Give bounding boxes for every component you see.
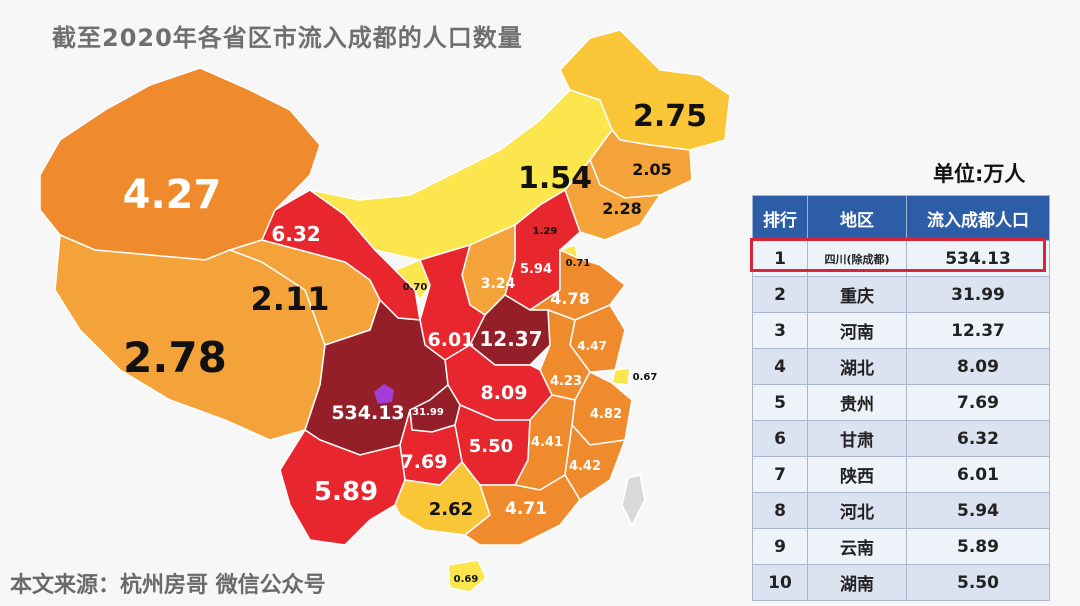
- label-zhejiang: 4.82: [590, 407, 622, 422]
- label-qinghai: 2.11: [251, 280, 330, 318]
- value-cell: 7.69: [906, 384, 1050, 421]
- value-cell: 5.94: [906, 492, 1050, 529]
- table-row: 3 河南 12.37: [752, 312, 1050, 349]
- label-sichuan: 534.13: [331, 402, 404, 424]
- region-cell: 河南: [807, 312, 907, 349]
- label-xizang: 2.78: [123, 333, 227, 382]
- region-cell: 贵州: [807, 384, 907, 421]
- label-anhui: 4.23: [550, 374, 582, 389]
- ranking-table: 排行 地区 流入成都人口 1 四川(除成都) 534.13 2 重庆 31.99…: [752, 195, 1050, 601]
- page-title: 截至2020年各省区市流入成都的人口数量: [52, 24, 523, 52]
- rank-cell: 7: [752, 456, 808, 493]
- rank-cell: 8: [752, 492, 808, 529]
- rank-cell: 10: [752, 564, 808, 601]
- region-yunnan[interactable]: [279, 428, 406, 546]
- region-cell: 河北: [807, 492, 907, 529]
- label-fujian: 4.42: [569, 459, 601, 474]
- label-guizhou: 7.69: [401, 451, 448, 473]
- rank-cell: 9: [752, 528, 808, 565]
- label-liaoning: 2.28: [602, 199, 641, 218]
- region-heilongjiang[interactable]: [559, 29, 731, 151]
- rank-cell: 3: [752, 312, 808, 349]
- label-beijing: 1.29: [533, 226, 558, 237]
- table-row: 6 甘肃 6.32: [752, 420, 1050, 457]
- value-cell: 12.37: [906, 312, 1050, 349]
- rank-cell: 1: [752, 240, 808, 277]
- region-cell: 陕西: [807, 456, 907, 493]
- table-row: 4 湖北 8.09: [752, 348, 1050, 385]
- region-cell: 湖北: [807, 348, 907, 385]
- region-guangdong[interactable]: [463, 473, 581, 546]
- region-cell: 重庆: [807, 276, 907, 313]
- value-cell: 8.09: [906, 348, 1050, 385]
- label-shaanxi: 6.01: [428, 329, 475, 351]
- region-ningxia[interactable]: [393, 259, 431, 302]
- label-henan: 12.37: [479, 327, 542, 351]
- unit-label: 单位:万人: [933, 162, 1026, 186]
- label-yunnan: 5.89: [314, 477, 378, 507]
- chengdu-marker: [374, 384, 394, 404]
- label-jiangxi: 4.41: [531, 435, 563, 450]
- region-cell: 云南: [807, 528, 907, 565]
- region-taiwan: [621, 474, 646, 527]
- label-hubei: 8.09: [481, 382, 528, 404]
- value-cell: 6.01: [906, 456, 1050, 493]
- label-jiangsu: 4.47: [577, 339, 607, 353]
- label-shanghai: 0.67: [633, 372, 658, 383]
- region-cell: 四川(除成都): [807, 240, 907, 277]
- label-neimenggu: 1.54: [518, 161, 592, 196]
- header-value: 流入成都人口: [906, 195, 1050, 241]
- label-ningxia: 0.70: [403, 282, 428, 293]
- value-cell: 5.89: [906, 528, 1050, 565]
- region-hainan[interactable]: [447, 559, 487, 593]
- region-shanghai[interactable]: [611, 367, 631, 386]
- table-row: 8 河北 5.94: [752, 492, 1050, 529]
- rank-cell: 2: [752, 276, 808, 313]
- label-chongqing: 31.99: [412, 407, 444, 418]
- value-cell: 534.13: [906, 240, 1050, 277]
- label-guangxi: 2.62: [429, 499, 473, 520]
- label-tianjin: 0.71: [566, 258, 591, 269]
- rank-cell: 4: [752, 348, 808, 385]
- value-cell: 31.99: [906, 276, 1050, 313]
- source-credit: 本文来源：杭州房哥 微信公众号: [10, 573, 326, 598]
- label-hebei: 5.94: [520, 262, 552, 277]
- header-region: 地区: [807, 195, 907, 241]
- region-cell: 湖南: [807, 564, 907, 601]
- table-row: 1 四川(除成都) 534.13: [752, 240, 1050, 277]
- region-cell: 甘肃: [807, 420, 907, 457]
- label-jilin: 2.05: [632, 160, 671, 179]
- rank-cell: 6: [752, 420, 808, 457]
- label-xinjiang: 4.27: [123, 172, 222, 218]
- table-row: 9 云南 5.89: [752, 528, 1050, 565]
- label-hunan: 5.50: [469, 436, 513, 457]
- rank-cell: 5: [752, 384, 808, 421]
- label-heilongjiang: 2.75: [633, 99, 707, 134]
- label-shandong: 4.78: [550, 289, 589, 308]
- value-cell: 5.50: [906, 564, 1050, 601]
- header-rank: 排行: [752, 195, 808, 241]
- label-shanxi: 3.24: [481, 276, 516, 292]
- label-gansu: 6.32: [271, 222, 320, 246]
- label-hainan: 0.69: [454, 574, 479, 585]
- table-header-row: 排行 地区 流入成都人口: [752, 195, 1050, 241]
- table-row: 2 重庆 31.99: [752, 276, 1050, 313]
- table-row: 10 湖南 5.50: [752, 564, 1050, 601]
- value-cell: 6.32: [906, 420, 1050, 457]
- table-row: 5 贵州 7.69: [752, 384, 1050, 421]
- label-guangdong: 4.71: [505, 499, 547, 519]
- table-row: 7 陕西 6.01: [752, 456, 1050, 493]
